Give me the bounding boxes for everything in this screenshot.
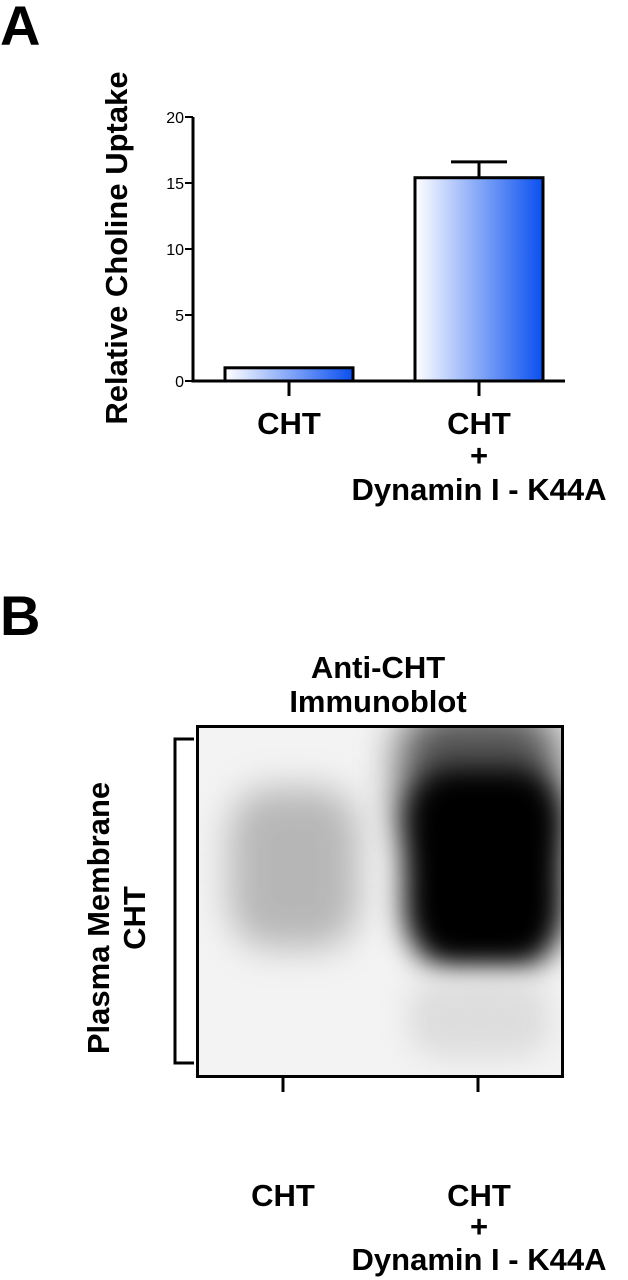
bar (413, 176, 545, 383)
panel-a-label: A (0, 0, 41, 57)
bar-chart: 0 5 10 15 20 (166, 110, 565, 396)
y-tick-label: 15 (166, 176, 184, 193)
lane-label-2-line2: + (469, 1209, 489, 1244)
lane-2-faint-band (409, 978, 549, 1058)
blot-side-label: Plasma Membrane CHT (81, 782, 153, 1054)
lane-label-2-line1: CHT (447, 1178, 511, 1213)
y-tick-label: 20 (166, 110, 184, 127)
immunoblot-image (196, 725, 564, 1078)
y-tick-label: 10 (166, 242, 184, 259)
blot-side-label-line2: CHT (117, 886, 152, 950)
blot-title-line1: Anti-CHT (310, 650, 446, 685)
panel-b-label: B (0, 584, 41, 647)
y-tick-label: 5 (175, 308, 184, 325)
x-tick-label-2-line1: CHT (447, 406, 511, 441)
x-tick-label-2-line3: Dynamin I - K44A (351, 472, 607, 507)
bracket (173, 737, 194, 1065)
lane-label-2-line3: Dynamin I - K44A (351, 1242, 607, 1277)
blot-side-label-line1: Plasma Membrane (81, 781, 116, 1055)
bar (223, 366, 355, 383)
lane-label-1: CHT (251, 1178, 315, 1213)
x-tick-label-1: CHT (257, 406, 321, 441)
lane-1-band (229, 788, 359, 948)
lane-2-band (404, 768, 561, 968)
y-tick-label: 0 (175, 374, 184, 391)
blot-title-line2: Immunoblot (289, 684, 467, 719)
x-tick-label-2-line2: + (469, 438, 489, 473)
